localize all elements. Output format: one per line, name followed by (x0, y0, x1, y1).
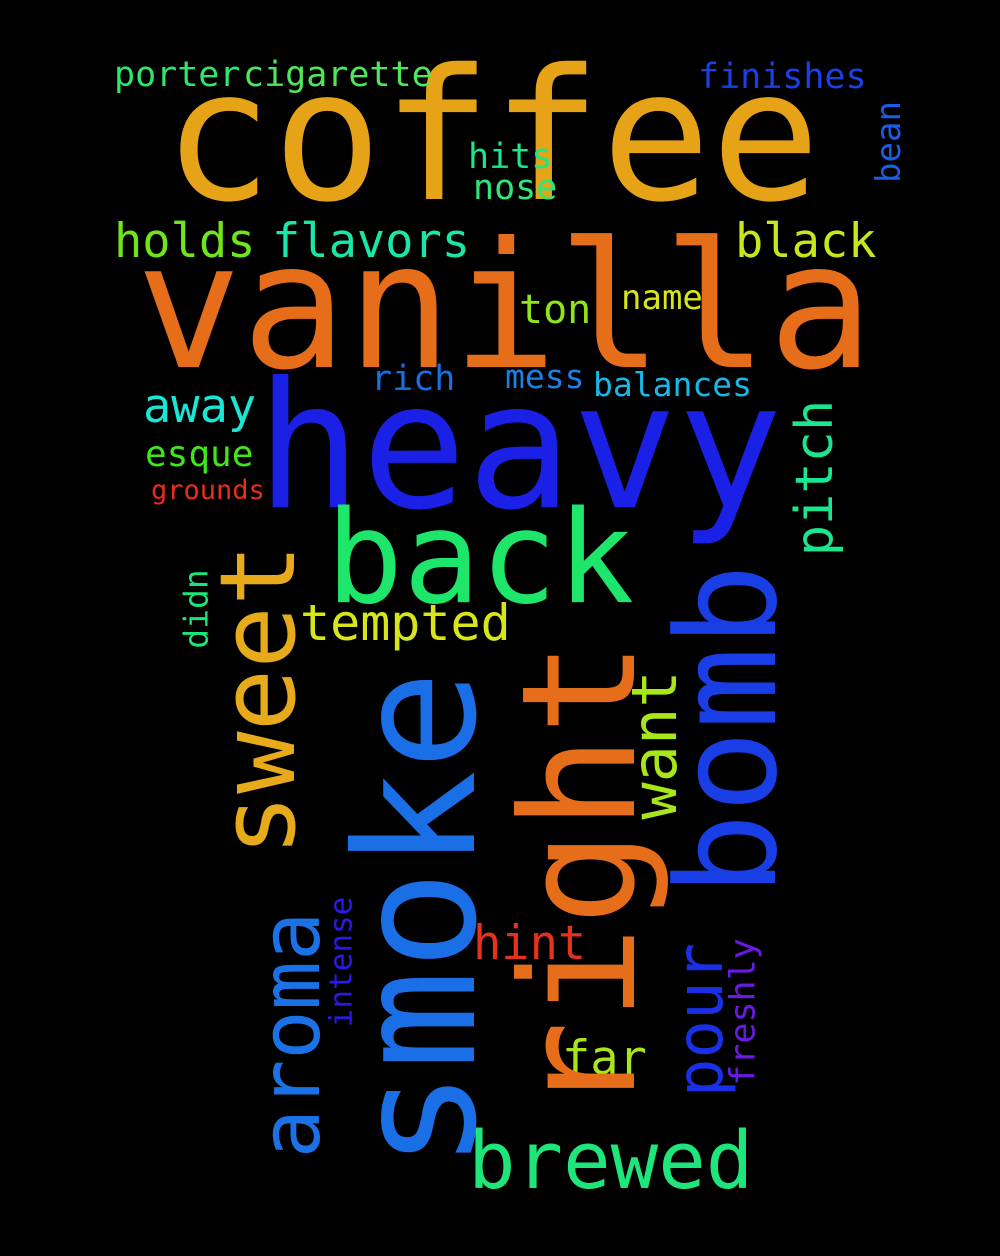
word-porter: porter (114, 55, 241, 95)
word-hint: hint (473, 916, 587, 971)
word-hits: hits (468, 137, 553, 177)
word-away: away (143, 379, 257, 434)
word-vanilla: vanilla (136, 206, 874, 409)
word-rich: rich (371, 359, 456, 399)
word-aroma: aroma (244, 911, 339, 1159)
word-sweet: sweet (197, 543, 319, 857)
word-flavors: flavors (272, 214, 471, 269)
word-balances: balances (593, 365, 752, 404)
word-brewed: brewed (468, 1115, 754, 1207)
word-mess: mess (505, 357, 585, 396)
word-pitch: pitch (785, 399, 845, 557)
word-cigarette: cigarette (243, 55, 433, 95)
word-intense: intense (323, 896, 360, 1028)
word-bean: bean (869, 101, 909, 183)
word-grounds: grounds (151, 475, 265, 506)
word-black: black (735, 214, 877, 269)
word-ton: ton (519, 287, 592, 333)
word-tempted: tempted (300, 594, 511, 652)
word-back: back (326, 484, 635, 633)
word-want: want (618, 670, 691, 820)
word-didn: didn (176, 569, 216, 649)
word-holds: holds (114, 214, 256, 269)
word-esque: esque (145, 434, 254, 475)
word-name: name (621, 278, 703, 318)
word-smoke: smoke (321, 670, 514, 1170)
word-nose: nose (473, 168, 558, 208)
word-freshly: freshly (723, 938, 764, 1086)
word-heavy: heavy (256, 346, 783, 549)
word-far: far (562, 1031, 647, 1086)
word-coffee: coffee (163, 30, 821, 242)
word-finishes: finishes (698, 57, 867, 97)
